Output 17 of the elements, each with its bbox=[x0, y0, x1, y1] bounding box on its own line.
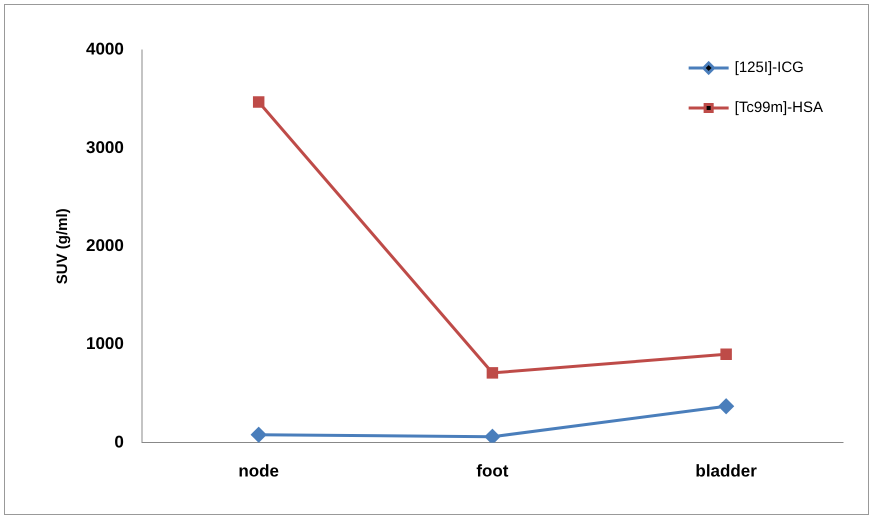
x-tick-label: node bbox=[238, 461, 279, 480]
point bbox=[718, 398, 734, 414]
y-tick-label: 4000 bbox=[86, 40, 124, 59]
y-tick-label: 3000 bbox=[86, 138, 124, 157]
y-axis-title: SUV (g/ml) bbox=[54, 208, 72, 284]
y-tick-label: 1000 bbox=[86, 334, 124, 354]
y-tick-label: 0 bbox=[114, 432, 124, 452]
x-tick-label: bladder bbox=[695, 461, 758, 480]
legend-label: [125I]-ICG bbox=[734, 59, 804, 76]
point bbox=[251, 427, 266, 442]
x-tick-label: foot bbox=[476, 461, 509, 480]
point bbox=[252, 96, 264, 108]
point bbox=[486, 367, 498, 379]
point bbox=[484, 429, 500, 443]
y-tick-label: 2000 bbox=[86, 236, 124, 255]
legend-label: [Tc99m]-HSA bbox=[734, 99, 824, 116]
point bbox=[720, 348, 732, 360]
